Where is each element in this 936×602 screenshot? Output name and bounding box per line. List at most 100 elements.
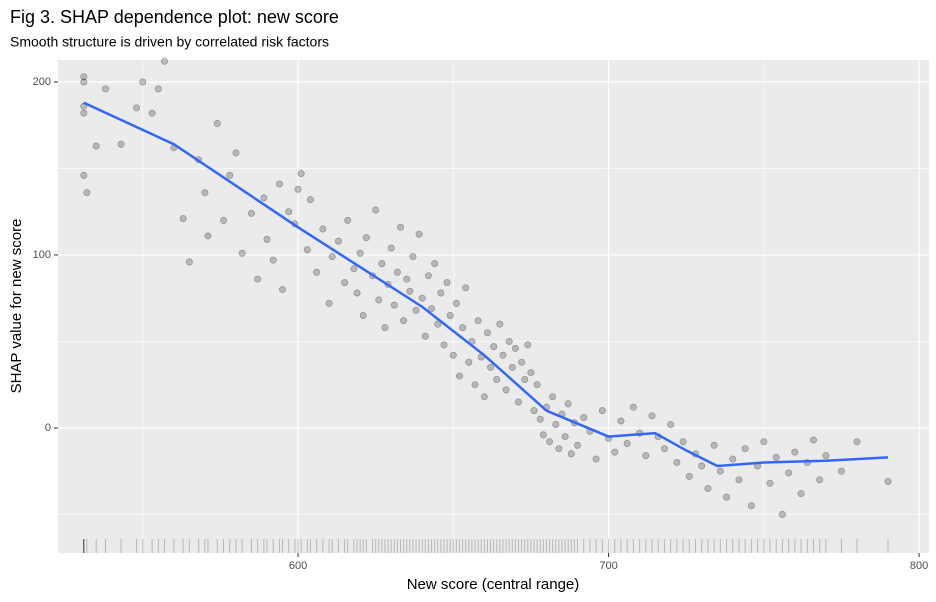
- point: [567, 450, 575, 458]
- point: [760, 438, 768, 446]
- point: [480, 393, 488, 401]
- point: [729, 455, 737, 463]
- point: [580, 414, 588, 422]
- point: [564, 400, 572, 408]
- point: [185, 258, 193, 266]
- point: [260, 194, 268, 202]
- point: [490, 343, 498, 351]
- point: [446, 311, 454, 319]
- point: [816, 476, 824, 484]
- point: [735, 476, 743, 484]
- point: [409, 253, 417, 261]
- point: [710, 441, 718, 449]
- point: [263, 235, 271, 243]
- point: [179, 215, 187, 223]
- point: [487, 363, 495, 371]
- point: [306, 196, 314, 204]
- point: [275, 180, 283, 188]
- point: [204, 232, 212, 240]
- point: [667, 420, 675, 428]
- point: [421, 332, 429, 340]
- chart-title: Fig 3. SHAP dependence plot: new score: [10, 7, 339, 27]
- y-tick-label: 200: [33, 76, 51, 88]
- point: [704, 484, 712, 492]
- point: [440, 341, 448, 349]
- point: [161, 57, 169, 65]
- point: [334, 237, 342, 245]
- point: [611, 448, 619, 456]
- point: [685, 472, 693, 480]
- point: [462, 284, 470, 292]
- point: [434, 320, 442, 328]
- point: [573, 441, 581, 449]
- point: [747, 502, 755, 510]
- point: [232, 149, 240, 157]
- point: [350, 265, 358, 273]
- point: [533, 381, 541, 389]
- point: [483, 329, 491, 337]
- point: [313, 268, 321, 276]
- point: [521, 375, 529, 383]
- y-tick-label: 100: [33, 249, 51, 261]
- point: [493, 375, 501, 383]
- point: [809, 436, 817, 444]
- point: [375, 296, 383, 304]
- point: [148, 109, 156, 117]
- point: [546, 438, 554, 446]
- point: [474, 317, 482, 325]
- point: [623, 440, 631, 448]
- x-axis-label: New score (central range): [407, 576, 580, 593]
- point: [378, 260, 386, 268]
- point: [496, 320, 504, 328]
- point: [524, 341, 532, 349]
- point: [279, 286, 287, 294]
- point: [403, 275, 411, 283]
- point: [80, 73, 88, 81]
- point: [716, 467, 724, 475]
- point: [428, 305, 436, 313]
- point: [362, 234, 370, 242]
- point: [555, 445, 563, 453]
- point: [455, 372, 463, 380]
- point: [518, 358, 526, 366]
- point: [400, 317, 408, 325]
- point: [642, 452, 650, 460]
- point: [511, 344, 519, 352]
- point: [83, 189, 91, 197]
- y-axis-label: SHAP value for new score: [8, 219, 25, 394]
- point: [527, 369, 535, 377]
- point: [117, 140, 125, 148]
- point: [508, 363, 516, 371]
- point: [698, 462, 706, 470]
- point: [424, 272, 432, 280]
- point: [381, 324, 389, 332]
- point: [133, 104, 141, 112]
- point: [226, 171, 234, 179]
- point: [822, 452, 830, 460]
- point: [648, 412, 656, 420]
- point: [247, 209, 255, 217]
- point: [598, 407, 606, 415]
- point: [303, 246, 311, 254]
- y-tick-label: 0: [45, 422, 51, 434]
- point: [679, 438, 687, 446]
- chart-subtitle: Smooth structure is driven by correlated…: [10, 34, 329, 50]
- point: [341, 279, 349, 287]
- point: [778, 510, 786, 518]
- point: [505, 337, 513, 345]
- point: [465, 358, 473, 366]
- point: [514, 398, 522, 406]
- point: [452, 299, 460, 307]
- point: [539, 431, 547, 439]
- point: [837, 467, 845, 475]
- point: [853, 438, 861, 446]
- point: [325, 299, 333, 307]
- point: [772, 453, 780, 461]
- point: [418, 294, 426, 302]
- point: [254, 275, 262, 283]
- point: [393, 268, 401, 276]
- point: [499, 351, 507, 359]
- point: [530, 407, 538, 415]
- x-tick-label: 600: [289, 560, 307, 572]
